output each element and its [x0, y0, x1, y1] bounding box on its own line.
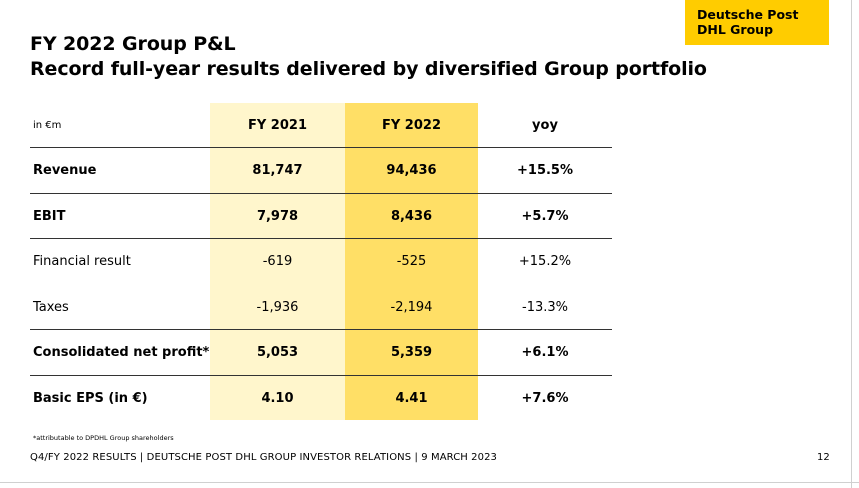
- unit-label: in €m: [33, 120, 62, 131]
- fy2022-value: 94,436: [386, 163, 437, 179]
- column-header-fy2021: FY 2021: [247, 118, 307, 133]
- slide-edge-bottom: [0, 482, 859, 483]
- page-title: FY 2022 Group P&L Record full-year resul…: [30, 32, 707, 82]
- yoy-value: +6.1%: [521, 345, 569, 361]
- yoy-value: -13.3%: [522, 299, 568, 315]
- slide-edge-right: [851, 0, 852, 488]
- fy2021-value: 4.10: [261, 390, 294, 406]
- row-label: Revenue: [33, 163, 97, 179]
- page-number: 12: [817, 452, 830, 463]
- yoy-value: +15.5%: [517, 163, 573, 179]
- table-row: Taxes -1,936 -2,194 -13.3%: [30, 285, 612, 330]
- fy2022-value: 5,359: [390, 345, 433, 361]
- table-row: Basic EPS (in €) 4.10 4.41 +7.6%: [30, 376, 612, 422]
- table-row: Consolidated net profit* 5,053 5,359 +6.…: [30, 330, 612, 376]
- fy2022-value: -2,194: [390, 299, 433, 315]
- row-divider: [30, 192, 612, 194]
- fy2022-value: 8,436: [390, 208, 433, 224]
- table-header-row: in €m FY 2021 FY 2022 yoy: [30, 103, 612, 148]
- column-header-yoy: yoy: [532, 118, 558, 133]
- footnote: *attributable to DPDHL Group shareholder…: [33, 434, 174, 442]
- yoy-value: +7.6%: [521, 390, 569, 406]
- fy2022-value: 4.41: [395, 390, 428, 406]
- fy2021-value: 7,978: [256, 208, 299, 224]
- row-divider: [30, 147, 612, 148]
- footer-text: Q4/FY 2022 RESULTS | DEUTSCHE POST DHL G…: [30, 452, 498, 463]
- row-label: EBIT: [33, 208, 66, 224]
- table-row: Financial result -619 -525 +15.2%: [30, 239, 612, 285]
- row-divider: [30, 238, 612, 239]
- fy2021-value: 81,747: [252, 163, 303, 179]
- row-label: Taxes: [33, 299, 69, 315]
- brand-logo: Deutsche Post DHL Group: [685, 0, 829, 45]
- pnl-table: in €m FY 2021 FY 2022 yoy Revenue 81,747…: [30, 103, 612, 421]
- brand-logo-text: Deutsche Post DHL Group: [697, 7, 799, 37]
- table-row: EBIT 7,978 8,436 +5.7%: [30, 194, 612, 239]
- title-line-1: FY 2022 Group P&L: [30, 33, 236, 55]
- column-header-fy2022: FY 2022: [381, 118, 441, 133]
- row-label: Consolidated net profit*: [33, 345, 210, 361]
- fy2021-value: -619: [262, 254, 293, 270]
- row-divider: [30, 329, 612, 330]
- yoy-value: +5.7%: [521, 208, 569, 224]
- fy2021-value: -1,936: [256, 299, 299, 315]
- row-label: Basic EPS (in €): [33, 390, 148, 406]
- fy2022-value: -525: [396, 254, 427, 270]
- row-label: Financial result: [33, 254, 131, 270]
- fy2021-column-highlight: [210, 103, 345, 420]
- title-line-2: Record full-year results delivered by di…: [30, 58, 707, 80]
- row-divider: [30, 374, 612, 376]
- fy2021-value: 5,053: [256, 345, 299, 361]
- table-row: Revenue 81,747 94,436 +15.5%: [30, 148, 612, 194]
- fy2022-column-highlight: [345, 103, 478, 420]
- yoy-value: +15.2%: [518, 254, 572, 270]
